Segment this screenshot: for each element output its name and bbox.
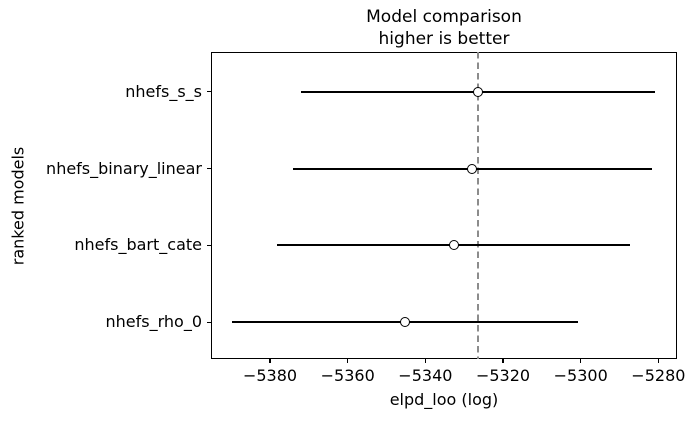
- x-tick-label: −5320: [475, 366, 531, 385]
- elpd-marker: [399, 317, 410, 328]
- model-label: nhefs_s_s: [125, 81, 202, 101]
- model-label: nhefs_bart_cate: [74, 235, 202, 255]
- x-tick-label: −5360: [320, 366, 375, 385]
- y-tick: [207, 168, 211, 170]
- x-tick: [269, 359, 271, 363]
- x-tick: [502, 359, 504, 363]
- y-tick: [207, 321, 211, 323]
- model-label: nhefs_binary_linear: [46, 158, 202, 178]
- plot-area: [211, 52, 677, 359]
- reference-line: [477, 52, 479, 359]
- x-tick-label: −5380: [242, 366, 298, 385]
- x-tick: [580, 359, 582, 363]
- y-tick: [207, 244, 211, 246]
- elpd-marker: [467, 163, 478, 174]
- elpd-marker: [473, 86, 484, 97]
- y-tick: [207, 91, 211, 93]
- chart-title: Model comparison higher is better: [366, 7, 522, 49]
- x-tick-label: −5280: [631, 366, 686, 385]
- x-axis-label: elpd_loo (log): [389, 390, 499, 409]
- x-tick: [347, 359, 349, 363]
- x-tick: [424, 359, 426, 363]
- x-tick: [657, 359, 659, 363]
- y-axis-label: ranked models: [8, 146, 28, 266]
- model-label: nhefs_rho_0: [105, 312, 203, 332]
- x-tick-label: −5340: [398, 366, 453, 385]
- x-tick-label: −5300: [553, 366, 608, 385]
